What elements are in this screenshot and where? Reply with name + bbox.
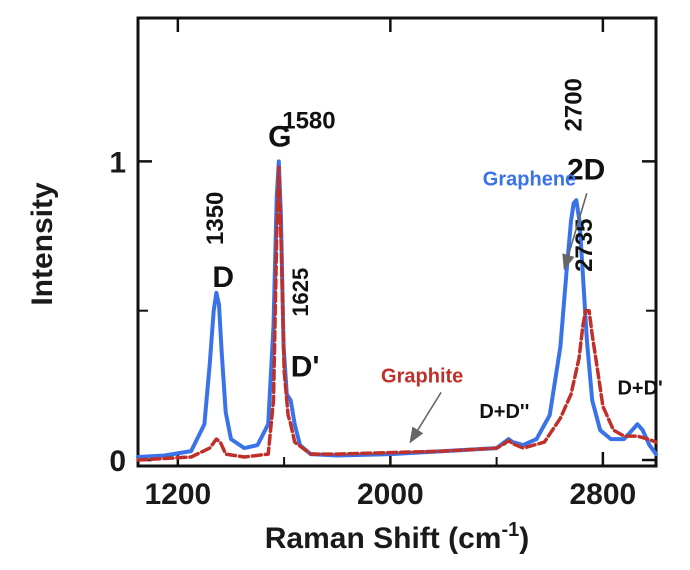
x-tick-label: 2800 bbox=[569, 478, 636, 511]
y-axis-title: Intensity bbox=[26, 182, 59, 306]
series-layer bbox=[136, 159, 658, 462]
peak-position-pos-2700: 2700 bbox=[561, 78, 588, 131]
peak-label-dd2: D+D'' bbox=[479, 401, 529, 423]
series-line-graphite bbox=[136, 165, 658, 462]
peak-label-dprime-pos: 1625 bbox=[288, 268, 313, 317]
y-tick-label: 1 bbox=[109, 146, 126, 179]
peak-label-twod: 2D bbox=[567, 153, 605, 186]
x-tick-label: 2000 bbox=[357, 478, 424, 511]
pointer-arrow-graphite-label bbox=[409, 391, 442, 444]
peak-position-pos-2735: 2735 bbox=[571, 218, 598, 271]
peak-label-d: D bbox=[212, 261, 234, 294]
x-axis-title: Raman Shift (cm-1) bbox=[265, 519, 530, 555]
peak-label-d-pos: 1350 bbox=[202, 192, 229, 245]
series-label-graphene-label: Graphene bbox=[483, 168, 576, 190]
x-tick-label: 1200 bbox=[144, 478, 211, 511]
x-axis-ticks: 1200 2000 2800 bbox=[144, 18, 636, 511]
series-label-graphite-label: Graphite bbox=[381, 365, 463, 387]
pointer-arrow-graphene-label bbox=[562, 193, 588, 271]
y-axis-ticks: 01 bbox=[109, 146, 656, 478]
peak-label-g: G bbox=[268, 120, 291, 153]
y-tick-label: 0 bbox=[109, 445, 126, 478]
peak-label-dprime: D' bbox=[291, 350, 320, 383]
peak-label-ddp: D+D' bbox=[617, 377, 662, 399]
plot-frame bbox=[136, 16, 658, 468]
plot-border bbox=[136, 16, 658, 468]
peak-label-g-pos: 1580 bbox=[282, 108, 335, 135]
